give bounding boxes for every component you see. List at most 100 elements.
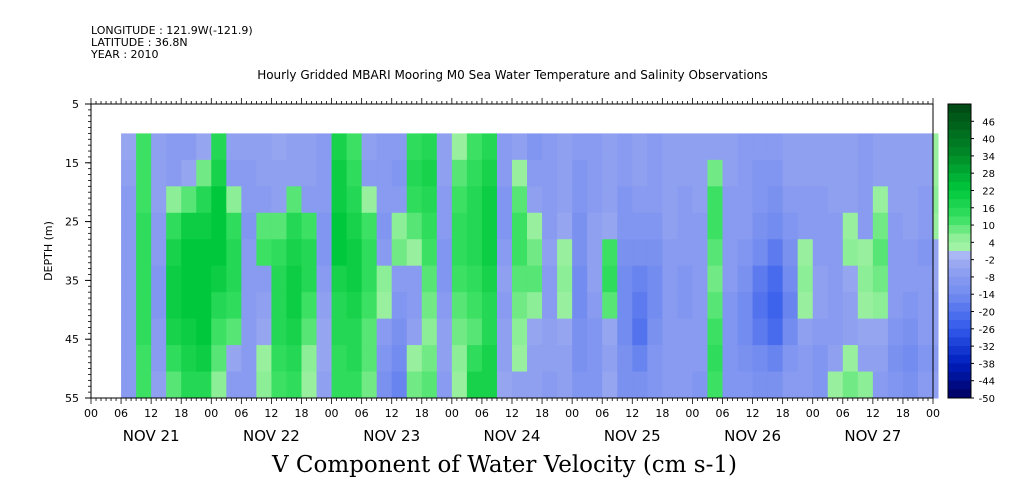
heatmap-cell [662, 239, 678, 267]
heatmap-cell [902, 159, 919, 187]
heatmap-cell [617, 239, 633, 267]
heatmap-cell [797, 318, 814, 346]
heatmap-cell [617, 212, 633, 240]
x-day-label: NOV 27 [844, 427, 901, 445]
heatmap-cell [782, 133, 799, 161]
heatmap-cell [151, 371, 167, 399]
heatmap-cell [256, 345, 272, 373]
colorbar: 46 40 34 28 22 16 10 4 -2 -8 -14 -20 -26 -32 -38 -44 -50 [947, 103, 995, 405]
heatmap-cell [121, 265, 137, 293]
heatmap-cell [256, 318, 272, 346]
heatmap-cell [286, 371, 302, 399]
heatmap-cell [617, 292, 633, 320]
colorbar-label: -44 [979, 377, 995, 388]
heatmap-cell [662, 318, 678, 346]
heatmap-cell [346, 292, 363, 320]
heatmap-cell [782, 239, 799, 267]
heatmap-cell [782, 159, 799, 187]
heatmap-cell [181, 292, 197, 320]
heatmap-cell [917, 133, 934, 161]
colorbar-band [948, 121, 971, 131]
heatmap-cell [647, 159, 663, 187]
colorbar-band [948, 251, 971, 261]
heatmap-cell [241, 159, 257, 187]
heatmap-cell [752, 159, 769, 187]
heatmap-cell [151, 318, 167, 346]
heatmap-cell [707, 371, 723, 399]
heatmap-cell [391, 159, 408, 187]
heatmap-cell [632, 292, 648, 320]
heatmap-cell [737, 318, 754, 346]
heatmap-cell [301, 345, 318, 373]
colorbar-band [948, 380, 971, 390]
heatmap-cell [121, 159, 137, 187]
heatmap-cell [917, 239, 934, 267]
heatmap-cell [572, 371, 588, 399]
heatmap-cell [677, 133, 693, 161]
heatmap-cell [737, 133, 754, 161]
heatmap-cell [361, 159, 378, 187]
heatmap-cell [617, 371, 633, 399]
heatmap-cell [767, 371, 784, 399]
heatmap-cell [136, 345, 152, 373]
heatmap-cell [857, 371, 874, 399]
heatmap-cell [361, 292, 378, 320]
heatmap-cell [481, 133, 498, 161]
heatmap-cell [917, 159, 934, 187]
heatmap-cell [121, 371, 137, 399]
heatmap-cell [256, 265, 272, 293]
heatmap-cell [421, 239, 438, 267]
heatmap-cell [406, 186, 423, 214]
heatmap-cell [857, 159, 874, 187]
heatmap-cell [902, 212, 919, 240]
heatmap-cell [436, 318, 453, 346]
heatmap-cell [436, 133, 453, 161]
x-hour-label: 18 [896, 407, 910, 420]
year-label: YEAR : 2010 [91, 48, 159, 61]
x-day-label: NOV 24 [484, 427, 541, 445]
heatmap-cell [602, 318, 618, 346]
heatmap-cell [902, 292, 919, 320]
heatmap-cell [151, 265, 167, 293]
heatmap-cell [677, 345, 693, 373]
heatmap-cell [496, 292, 513, 320]
heatmap-cell [917, 186, 934, 214]
heatmap-cell [316, 345, 333, 373]
heatmap-cell [692, 212, 708, 240]
heatmap-cell [557, 159, 573, 187]
heatmap-cell [466, 265, 483, 293]
heatmap-cell [677, 186, 693, 214]
heatmap-cell [887, 265, 904, 293]
heatmap-cell [451, 159, 468, 187]
axes-layer: 5 15 25 35 45 55 DEPTH (m) 00 06 12 18 00 06 12 18 00 06… [42, 98, 940, 445]
heatmap-cell [181, 318, 197, 346]
heatmap-cell [406, 318, 423, 346]
heatmap-cell [572, 292, 588, 320]
heatmap-cell [887, 345, 904, 373]
heatmap-cell [166, 318, 182, 346]
x-hour-label: 00 [325, 407, 339, 420]
heatmap-cell [557, 186, 573, 214]
heatmap-cell [421, 371, 438, 399]
heatmap-cell [361, 345, 378, 373]
colorbar-label: 28 [982, 169, 995, 180]
heatmap-cell [451, 212, 468, 240]
heatmap-cell [496, 265, 513, 293]
heatmap-cell [256, 212, 272, 240]
heatmap-cell [572, 345, 588, 373]
heatmap-cell [572, 265, 588, 293]
colorbar-label: -50 [979, 394, 995, 405]
heatmap-cell [286, 212, 302, 240]
heatmap-cell [737, 292, 754, 320]
heatmap-cell [767, 159, 784, 187]
heatmap-cell [782, 212, 799, 240]
heatmap-cell [151, 159, 167, 187]
heatmap-cell [451, 265, 468, 293]
heatmap-cell [797, 212, 814, 240]
heatmap-cell [812, 133, 829, 161]
heatmap-cell [481, 371, 498, 399]
colorbar-label: 4 [989, 238, 995, 249]
heatmap-cell [496, 186, 513, 214]
heatmap-cell [707, 239, 723, 267]
heatmap-cell [752, 371, 769, 399]
